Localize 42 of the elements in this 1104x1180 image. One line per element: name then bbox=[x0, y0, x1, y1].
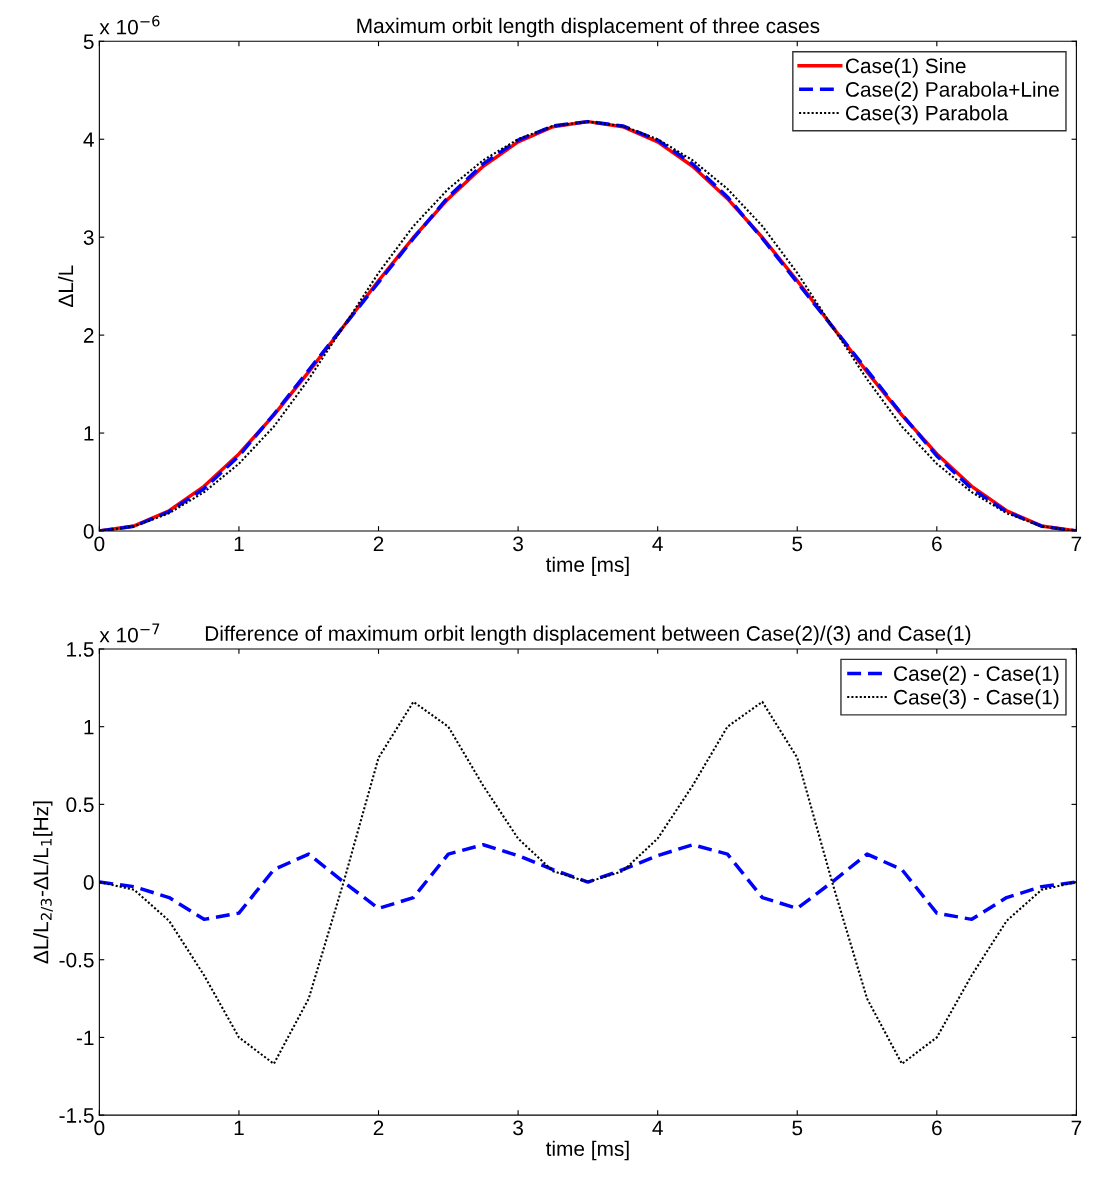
legend-label: Case(3) - Case(1) bbox=[894, 689, 1059, 709]
chart-title: Maximum orbit length displacement of three cases bbox=[357, 17, 820, 38]
y-axis-title: ΔL/L bbox=[57, 265, 74, 307]
y-tick-label: 5 bbox=[83, 34, 94, 50]
x-tick-label: 3 bbox=[513, 1120, 523, 1136]
y-axis-title: ΔL/L$_{2/3}$-ΔL/L$_{1}$[Hz] bbox=[33, 801, 53, 964]
legend-label: Case(2) Parabola+Line bbox=[845, 81, 1059, 101]
x-tick-label: 5 bbox=[792, 536, 803, 552]
y-tick-label: 0 bbox=[83, 524, 94, 539]
y-tick-label: 1.5 bbox=[67, 642, 94, 657]
x-tick-label: 7 bbox=[1071, 536, 1082, 551]
x-tick-label: 2 bbox=[373, 1120, 384, 1136]
text: x 10$^{−6}$ bbox=[99, 15, 160, 35]
x-axis-title: time [ms] bbox=[545, 1140, 629, 1161]
x-axis-title: time [ms] bbox=[545, 556, 629, 577]
text: x 10$^{−7}$ bbox=[99, 623, 160, 643]
y-tick-label: 3 bbox=[83, 230, 94, 245]
x-tick-label: 1 bbox=[234, 1120, 244, 1136]
chart-title: Difference of maximum orbit length displacement between Case(2)/(3) and Case(1) bbox=[205, 625, 971, 645]
y-tick-label: 4 bbox=[83, 132, 94, 147]
x-tick-label: 3 bbox=[513, 536, 523, 552]
y-tick-label: 1 bbox=[84, 426, 94, 441]
x-tick-label: 5 bbox=[792, 1120, 803, 1136]
x-tick-label: 6 bbox=[932, 536, 942, 552]
y-tick-label: 1 bbox=[84, 719, 94, 735]
y-tick-label: -0.5 bbox=[59, 952, 94, 968]
legend-label: Case(3) Parabola bbox=[845, 105, 1009, 125]
y-tick-label: -1.5 bbox=[59, 1108, 94, 1123]
x-tick-label: 4 bbox=[652, 536, 663, 551]
x-tick-label: 2 bbox=[373, 536, 384, 551]
y-tick-label: 2 bbox=[83, 328, 94, 343]
y-tick-label: -1 bbox=[76, 1030, 94, 1045]
x-tick-label: 4 bbox=[652, 1120, 663, 1136]
y-tick-label: 0.5 bbox=[66, 797, 94, 813]
legend-label: Case(2) - Case(1) bbox=[894, 665, 1059, 686]
x-tick-label: 0 bbox=[94, 536, 105, 552]
y-tick-label: 0 bbox=[83, 875, 94, 890]
x-tick-label: 7 bbox=[1071, 1120, 1082, 1136]
x-tick-label: 1 bbox=[234, 536, 244, 551]
x-tick-label: 6 bbox=[932, 1120, 942, 1136]
x-tick-label: 0 bbox=[94, 1120, 105, 1136]
legend-label: Case(1) Sine bbox=[845, 57, 966, 78]
